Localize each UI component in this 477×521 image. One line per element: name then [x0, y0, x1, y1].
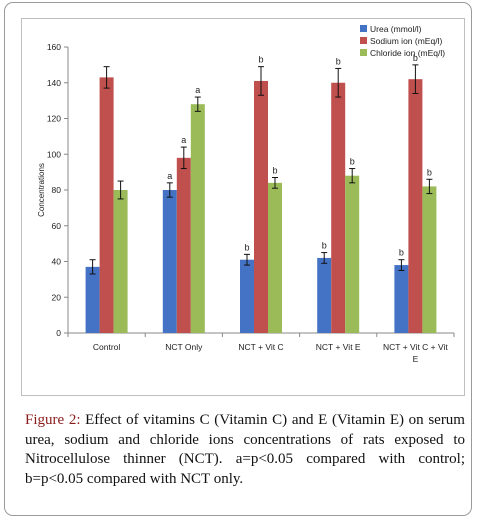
significance-label: b [413, 53, 418, 63]
significance-label: b [350, 157, 355, 167]
bar [190, 104, 205, 333]
bar [85, 266, 100, 333]
y-tick-label: 80 [52, 185, 62, 195]
y-tick-label: 140 [47, 78, 61, 88]
y-tick-label: 40 [52, 257, 62, 267]
legend-swatch [360, 25, 367, 32]
significance-label: a [167, 171, 172, 181]
figure-label: Figure 2: [25, 412, 81, 428]
significance-label: b [336, 56, 341, 66]
bar [268, 182, 282, 333]
category-label: NCT + Vit E [316, 342, 361, 352]
y-tick-label: 120 [47, 114, 61, 124]
y-tick-label: 60 [52, 221, 62, 231]
category-label: NCT + Vit C [238, 342, 283, 352]
figure-frame: 0 20 40 60 80 100 120 140 160 Concentrations a b b b a… [4, 2, 472, 516]
bar-chart: 0 20 40 60 80 100 120 140 160 Concentrations a b b b a… [37, 24, 455, 364]
category-label: NCT + Vit C + Vit [383, 342, 448, 352]
legend-swatch [360, 37, 367, 44]
significance-label: b [244, 242, 249, 252]
legend-label: Sodium ion (mEq/l) [370, 36, 442, 46]
y-tick-label: 20 [52, 292, 62, 302]
bar [162, 190, 177, 333]
bar [254, 80, 268, 334]
bar [240, 259, 254, 333]
bar [345, 175, 360, 333]
bar [317, 257, 332, 333]
caption-text: Effect of vitamins C (Vitamin C) and E (… [25, 412, 465, 487]
chart-area: 0 20 40 60 80 100 120 140 160 Concentrations a b b b a… [21, 18, 465, 396]
legend-swatch [360, 49, 367, 56]
figure-caption: Figure 2: Effect of vitamins C (Vitamin … [25, 411, 465, 489]
significance-label: a [181, 135, 186, 145]
bar [422, 186, 437, 333]
y-tick-label: 160 [47, 42, 61, 52]
category-label: NCT Only [165, 342, 203, 352]
legend-label: Chloride ion (mEq/l) [370, 48, 445, 58]
significance-label: b [399, 248, 404, 258]
legend-label: Urea (mmol/l) [370, 24, 422, 34]
significance-label: b [272, 165, 277, 175]
category-label: E [413, 354, 419, 364]
significance-label: b [427, 167, 432, 177]
bar [331, 82, 346, 333]
bar [408, 79, 423, 333]
category-label: Control [93, 342, 121, 352]
significance-label: b [258, 55, 263, 65]
y-tick-label: 0 [56, 328, 61, 338]
significance-label: a [195, 85, 200, 95]
bar [113, 190, 128, 333]
bar [99, 77, 114, 333]
bar [176, 157, 191, 333]
y-tick-label: 100 [47, 149, 61, 159]
bar [394, 265, 409, 333]
significance-label: b [322, 241, 327, 251]
y-axis-label: Concentrations [37, 163, 46, 217]
